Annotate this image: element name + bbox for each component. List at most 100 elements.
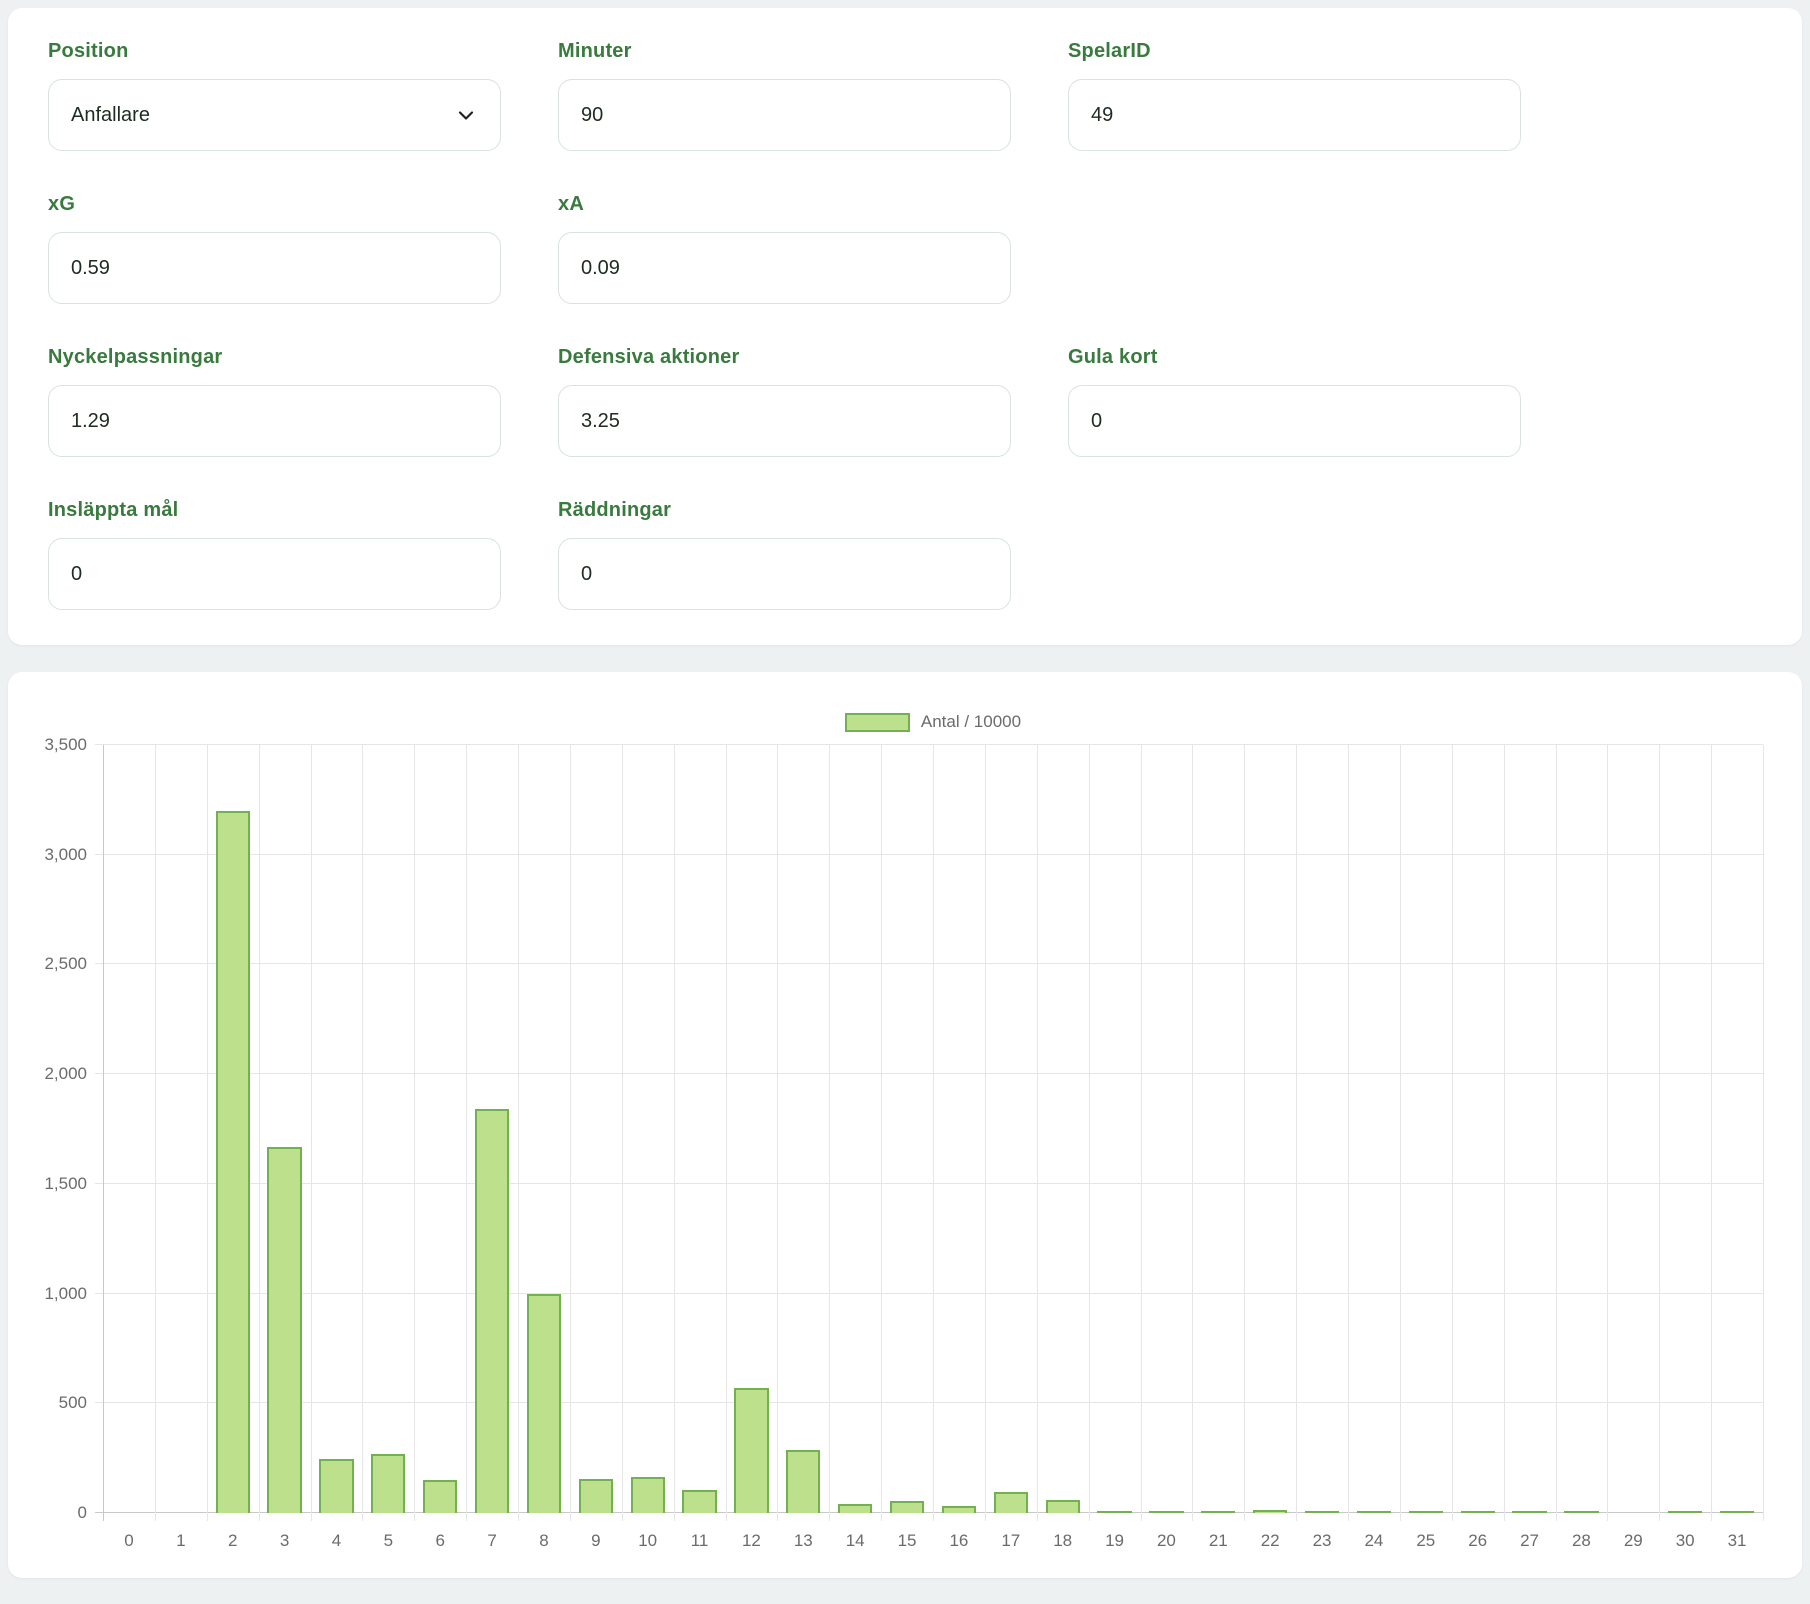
minuter-label: Minuter — [558, 40, 632, 62]
x-tick-label: 7 — [487, 1531, 497, 1550]
chart-bar — [267, 1146, 302, 1513]
player-form-card: Position Anfallare Minuter SpelarID xG — [8, 8, 1802, 645]
chart-card: Antal / 10000 0 500 1,000 1,500 2,000 2,500 3,… — [8, 672, 1802, 1578]
y-tick-label: 2,000 — [44, 1064, 87, 1084]
v-gridline — [1140, 745, 1142, 1521]
v-gridline — [518, 745, 519, 1521]
h-gridline — [95, 853, 1763, 855]
chart-bar — [1408, 1511, 1443, 1513]
field-minuter: Minuter — [558, 40, 1011, 151]
xa-label: xA — [558, 193, 584, 215]
field-defensiva-aktioner: Defensiva aktioner — [558, 346, 1011, 457]
x-tick-label: 1 — [176, 1531, 186, 1550]
empty-cell — [1068, 193, 1521, 304]
field-inslappta-mal: Insläppta mål — [48, 499, 501, 610]
chart-bar — [734, 1387, 769, 1513]
chart-bar — [526, 1293, 562, 1513]
x-tick-label: 25 — [1416, 1531, 1436, 1550]
x-tick-label: 8 — [539, 1531, 549, 1550]
gula-kort-input[interactable] — [1068, 385, 1521, 457]
chart-bar — [993, 1492, 1028, 1513]
v-gridline — [1607, 745, 1609, 1521]
chart-bar — [1564, 1511, 1599, 1513]
chart-bar — [889, 1500, 925, 1513]
x-tick-label: 10 — [638, 1531, 658, 1550]
x-tick-label: 27 — [1520, 1531, 1540, 1550]
y-tick-label: 3,000 — [44, 844, 87, 864]
x-tick-label: 19 — [1105, 1531, 1125, 1550]
chart-bar — [682, 1489, 717, 1513]
chart-bar — [578, 1479, 613, 1513]
chart-bar — [838, 1504, 873, 1513]
v-gridline — [310, 745, 312, 1521]
x-tick-label: 0 — [124, 1531, 134, 1550]
v-gridline — [1192, 745, 1194, 1521]
h-gridline — [95, 744, 1763, 745]
v-gridline — [1451, 745, 1453, 1521]
x-tick-label: 29 — [1623, 1531, 1643, 1550]
v-gridline — [1659, 745, 1661, 1521]
chart-legend: Antal / 10000 — [103, 712, 1763, 732]
y-tick-label: 3,500 — [44, 735, 87, 754]
chart-bar — [1149, 1510, 1184, 1513]
xg-input[interactable] — [48, 232, 501, 304]
chart-bar — [941, 1506, 977, 1513]
chart-bar — [423, 1480, 458, 1513]
x-tick-label: 5 — [383, 1531, 394, 1550]
inslappta-mal-input[interactable] — [48, 538, 501, 610]
x-tick-label: 16 — [949, 1531, 969, 1550]
xg-label: xG — [48, 193, 76, 215]
h-gridline — [95, 1182, 1763, 1184]
chart-bar — [1512, 1511, 1547, 1513]
bar-chart-plot[interactable]: 0 500 1,000 1,500 2,000 2,500 3,000 3,500 0 1 2 3 4 5… — [44, 735, 1764, 1550]
x-tick-label: 14 — [845, 1531, 865, 1550]
x-tick-label: 20 — [1156, 1531, 1176, 1550]
x-tick-label: 21 — [1208, 1531, 1228, 1550]
form-grid: Position Anfallare Minuter SpelarID xG — [48, 40, 1762, 610]
v-gridline — [154, 745, 156, 1521]
y-tick-label: 1,500 — [44, 1173, 87, 1193]
chart-bar — [630, 1476, 665, 1513]
y-tick-label: 0 — [77, 1503, 87, 1522]
x-tick-label: 23 — [1312, 1531, 1332, 1550]
v-gridline — [673, 745, 675, 1521]
v-gridline — [1244, 745, 1246, 1521]
legend-swatch — [844, 712, 910, 732]
x-tick-label: 28 — [1571, 1531, 1591, 1550]
x-tick-label: 13 — [793, 1531, 813, 1550]
raddningar-input[interactable] — [558, 538, 1011, 610]
x-tick-label: 26 — [1468, 1531, 1488, 1550]
v-gridline — [1088, 745, 1090, 1521]
nyckelpassningar-input[interactable] — [48, 385, 501, 457]
minuter-input[interactable] — [558, 79, 1011, 151]
v-gridline — [258, 745, 260, 1521]
x-tick-label: 4 — [331, 1531, 342, 1550]
field-gula-kort: Gula kort — [1068, 346, 1521, 457]
spelar-id-input[interactable] — [1068, 79, 1521, 151]
chart-bar — [371, 1453, 406, 1513]
chart-bar — [1097, 1510, 1132, 1513]
legend-label: Antal / 10000 — [920, 712, 1022, 731]
xa-input[interactable] — [558, 232, 1011, 304]
gula-kort-label: Gula kort — [1068, 346, 1158, 368]
field-raddningar: Räddningar — [558, 499, 1011, 610]
x-tick-label: 15 — [897, 1531, 917, 1550]
v-gridline — [984, 745, 986, 1521]
chart-bar — [1719, 1511, 1755, 1513]
y-tick-label: 2,500 — [44, 954, 87, 974]
x-tick-label: 30 — [1675, 1531, 1695, 1550]
h-gridline — [95, 1073, 1763, 1075]
chart-bar — [215, 810, 250, 1513]
x-tick-label: 12 — [741, 1531, 761, 1550]
x-tick-label: 22 — [1260, 1531, 1280, 1550]
v-gridline — [1036, 745, 1038, 1521]
field-nyckelpassningar: Nyckelpassningar — [48, 346, 501, 457]
y-tick-label: 500 — [58, 1393, 87, 1413]
position-select[interactable]: Anfallare — [48, 79, 501, 151]
chart-bar — [474, 1109, 510, 1513]
v-gridline — [1296, 745, 1298, 1521]
h-gridline — [95, 1402, 1763, 1404]
chevron-down-icon — [458, 111, 474, 120]
v-gridline — [1711, 745, 1713, 1521]
defensiva-aktioner-input[interactable] — [558, 385, 1011, 457]
